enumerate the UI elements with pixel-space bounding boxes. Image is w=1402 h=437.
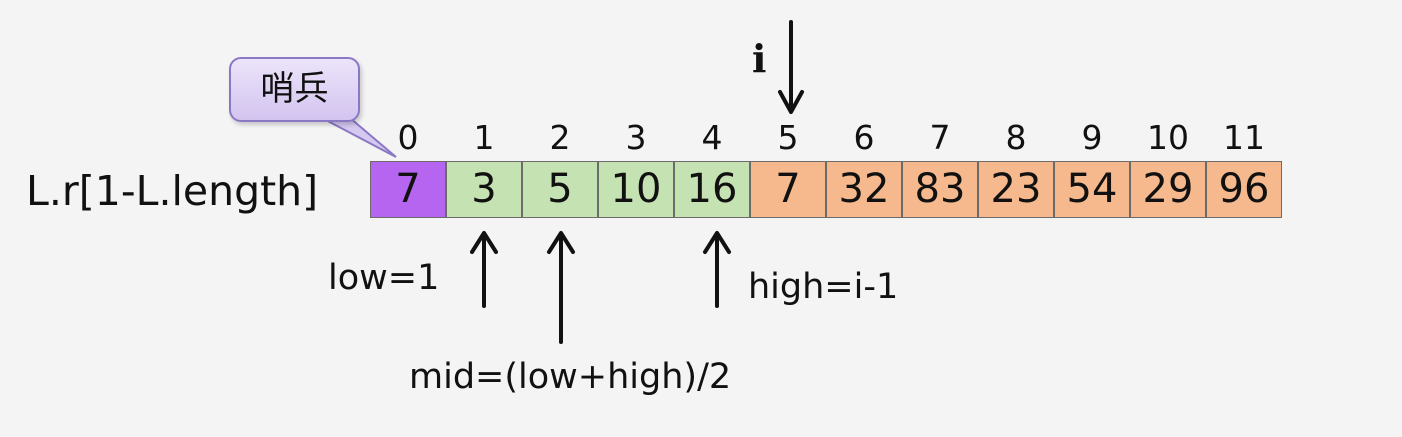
array-cell-sentinel: 7	[370, 161, 446, 218]
sentinel-callout: 哨兵	[229, 57, 360, 122]
array-cell-unsorted: 96	[1206, 161, 1282, 218]
i-pointer-label: i	[752, 36, 767, 81]
array-cell-unsorted: 29	[1130, 161, 1206, 218]
array-cell-unsorted: 83	[902, 161, 978, 218]
i-arrow	[778, 20, 804, 114]
high-arrow	[703, 231, 731, 308]
index-label: 8	[1005, 118, 1027, 157]
index-label: 11	[1223, 118, 1265, 157]
index-label: 2	[549, 118, 571, 157]
index-label: 0	[397, 118, 419, 157]
array-cell-sorted: 3	[446, 161, 522, 218]
array-label: L.r[1-L.length]	[26, 167, 319, 215]
array-cell-unsorted: 7	[750, 161, 826, 218]
low-pointer-label: low=1	[328, 258, 440, 298]
array-cell-sorted: 5	[522, 161, 598, 218]
index-label: 6	[853, 118, 875, 157]
mid-arrow	[547, 231, 575, 344]
mid-pointer-label: mid=(low+high)/2	[409, 357, 732, 397]
index-label: 9	[1081, 118, 1103, 157]
array-cell-unsorted: 23	[978, 161, 1054, 218]
index-label: 1	[473, 118, 495, 157]
array-cell-sorted: 10	[598, 161, 674, 218]
index-label: 4	[701, 118, 723, 157]
index-label: 3	[625, 118, 647, 157]
array-cell-unsorted: 54	[1054, 161, 1130, 218]
array-cell-sorted: 16	[674, 161, 750, 218]
index-label: 5	[777, 118, 799, 157]
index-label: 7	[929, 118, 951, 157]
array-cell-unsorted: 32	[826, 161, 902, 218]
high-pointer-label: high=i-1	[748, 267, 899, 307]
low-arrow	[470, 231, 498, 308]
index-label: 10	[1147, 118, 1189, 157]
sentinel-callout-text: 哨兵	[260, 69, 329, 109]
